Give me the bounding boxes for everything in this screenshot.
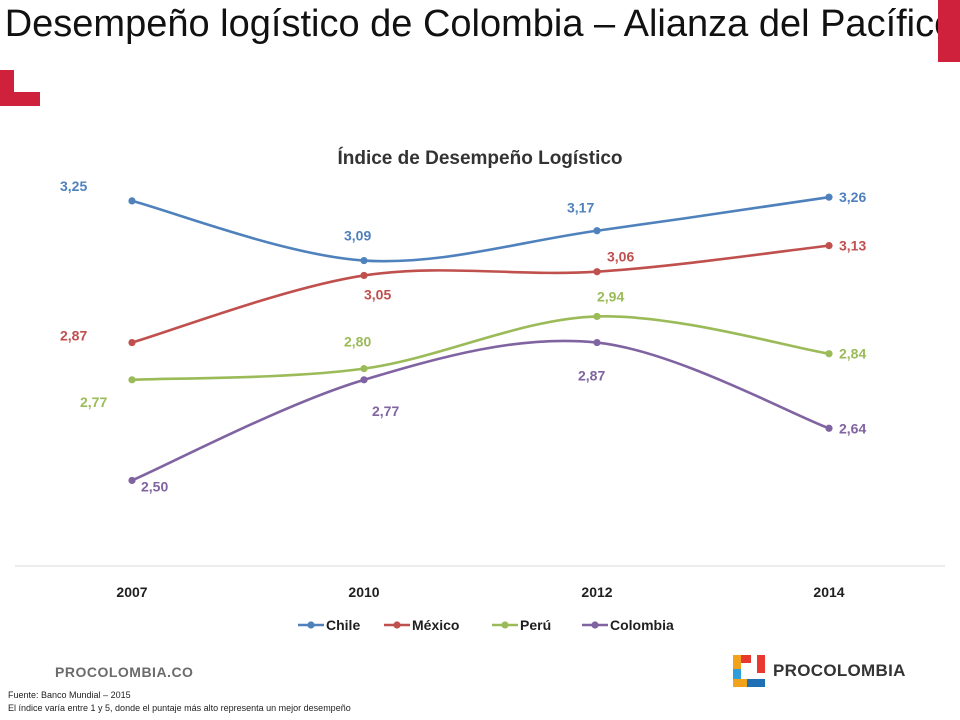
corner-accent-left (0, 70, 40, 106)
data-label: 2,87 (578, 368, 605, 384)
x-tick-label: 2012 (581, 584, 612, 600)
line-chart: Índice de Desempeño Logístico 2007 2010 201… (15, 147, 945, 633)
data-point (128, 338, 136, 347)
data-point (593, 268, 601, 276)
series-line-chile (131, 195, 830, 263)
logo-text: PROCOLOMBIA (773, 661, 906, 680)
data-label: 2,80 (344, 334, 371, 350)
x-tick-label: 2007 (116, 584, 147, 600)
data-point (360, 256, 368, 265)
data-label: 3,09 (344, 228, 371, 244)
chart-title: Índice de Desempeño Logístico (337, 147, 622, 169)
data-point (825, 424, 833, 432)
data-point (593, 227, 601, 235)
data-point (825, 350, 833, 358)
data-point (360, 271, 368, 280)
data-label: 3,05 (364, 286, 391, 302)
legend-swatch-marker (307, 621, 315, 629)
procolombia-logo-icon (733, 655, 765, 687)
source-note: Fuente: Banco Mundial – 2015 El índice v… (8, 689, 351, 715)
footer-brand: PROCOLOMBIA.CO (55, 664, 194, 680)
data-label: 2,84 (839, 346, 866, 362)
data-point (128, 197, 136, 205)
corner-accent-horizontal (0, 92, 40, 106)
procolombia-logo: PROCOLOMBIA (733, 653, 906, 689)
series-line-colombia (131, 339, 830, 482)
data-label: 2,87 (60, 328, 87, 344)
legend-label: Colombia (610, 617, 674, 633)
source-text: Fuente: Banco Mundial – 2015 (8, 690, 131, 700)
legend-label: Chile (326, 617, 360, 633)
data-label: 3,13 (839, 238, 866, 254)
legend-label: Perú (520, 617, 551, 633)
data-point (593, 338, 601, 347)
legend-swatch-marker (501, 621, 509, 629)
data-label: 3,26 (839, 189, 866, 205)
data-point (360, 365, 368, 373)
series-line-méxico (131, 244, 830, 344)
legend-swatch-marker (591, 621, 599, 629)
note-text: El índice varía entre 1 y 5, donde el pu… (8, 703, 351, 713)
data-point (825, 193, 833, 201)
series-line-perú (131, 315, 830, 382)
data-label: 2,77 (80, 394, 107, 410)
legend-swatch-marker (393, 621, 401, 629)
data-point (825, 242, 833, 250)
data-point (128, 476, 136, 485)
data-label: 3,17 (567, 200, 594, 216)
data-label: 3,06 (607, 249, 634, 265)
data-point (360, 376, 368, 384)
data-label: 3,25 (60, 178, 87, 194)
x-tick-label: 2010 (348, 584, 379, 600)
data-label: 2,94 (597, 288, 624, 304)
data-point (593, 312, 601, 321)
data-label: 2,50 (141, 478, 168, 494)
data-label: 2,64 (839, 420, 866, 436)
corner-accent-top-right (938, 0, 960, 62)
data-point (128, 376, 136, 384)
legend-label: México (412, 617, 459, 633)
slide-title: Desempeño logístico de Colombia – Alianz… (4, 3, 956, 45)
data-label: 2,77 (372, 403, 399, 419)
x-tick-label: 2014 (813, 584, 844, 600)
